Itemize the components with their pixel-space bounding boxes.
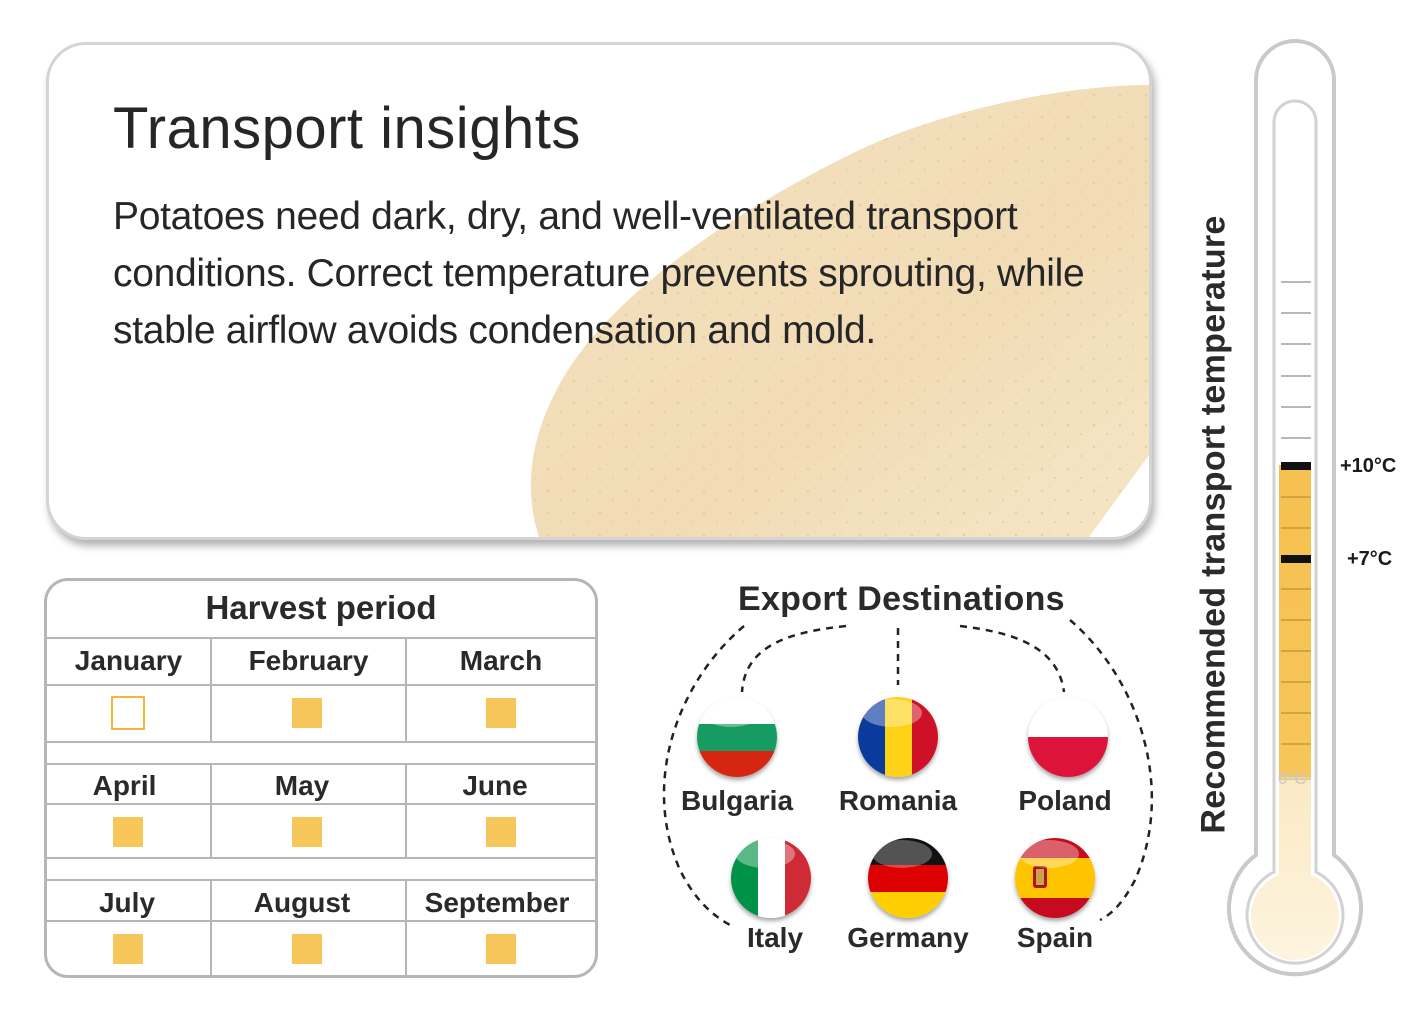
temp-upper-label: +10°C xyxy=(1340,455,1397,477)
italy-flag-icon xyxy=(731,838,811,918)
country-bulgaria: Bulgaria xyxy=(680,785,794,816)
harvest-indicator-may xyxy=(292,817,322,847)
harvest-indicator-april xyxy=(113,817,143,847)
month-january: January xyxy=(74,645,183,676)
harvest-indicator-september xyxy=(486,934,516,964)
harvest-indicator-february xyxy=(292,698,322,728)
month-march: March xyxy=(459,645,543,676)
insights-title: Transport insights xyxy=(113,96,581,161)
potato-background-image xyxy=(530,85,1149,537)
harvest-period-table: Harvest period January February March Ap… xyxy=(44,578,598,978)
month-august: August xyxy=(253,887,351,918)
month-april: April xyxy=(92,770,157,801)
harvest-indicator-july xyxy=(113,934,143,964)
temp-zero-label: 0°C xyxy=(1278,769,1307,788)
thermometer-label: Recommended transport temperature xyxy=(1194,215,1233,834)
country-germany: Germany xyxy=(847,922,969,953)
spain-flag-icon xyxy=(1015,838,1095,918)
bulgaria-flag-icon xyxy=(697,697,777,777)
country-italy: Italy xyxy=(746,922,804,953)
transport-insights-card: Transport insights Potatoes need dark, d… xyxy=(46,42,1152,540)
country-poland: Poland xyxy=(1018,785,1112,816)
harvest-indicator-august xyxy=(292,934,322,964)
month-june: June xyxy=(462,770,528,801)
harvest-indicator-january xyxy=(111,696,145,730)
harvest-indicator-march xyxy=(486,698,516,728)
export-destinations-title: Export Destinations xyxy=(738,580,1065,618)
temp-lower-label: +7°C xyxy=(1347,548,1393,570)
month-july: July xyxy=(98,887,156,918)
romania-flag-icon xyxy=(858,697,938,777)
month-may: May xyxy=(274,770,330,801)
insights-body: Potatoes need dark, dry, and well-ventil… xyxy=(113,195,1085,352)
country-romania: Romania xyxy=(838,785,958,816)
germany-flag-icon xyxy=(868,838,948,918)
month-february: February xyxy=(248,645,369,676)
poland-flag-icon xyxy=(1028,697,1108,777)
country-spain: Spain xyxy=(1016,922,1094,953)
month-september: September xyxy=(424,887,570,918)
harvest-indicator-june xyxy=(486,817,516,847)
harvest-title: Harvest period xyxy=(205,589,437,626)
